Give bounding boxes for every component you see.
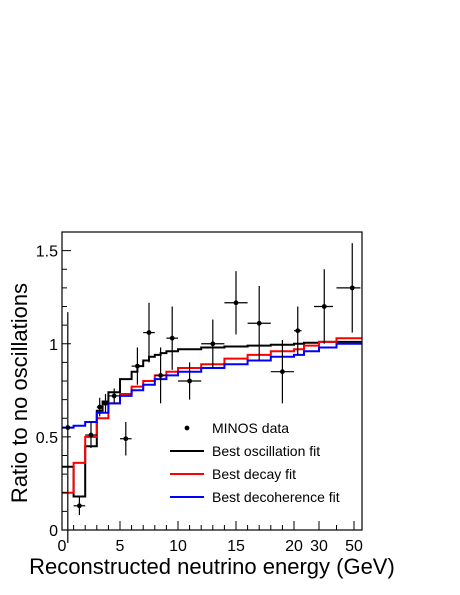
data-marker xyxy=(349,285,355,291)
data-marker xyxy=(77,503,82,509)
legend-item: Best oscillation fit xyxy=(170,443,320,459)
data-point xyxy=(102,394,109,413)
data-point xyxy=(166,306,178,370)
legend: MINOS data Best oscillation fit Best decay… xyxy=(170,420,340,505)
data-marker xyxy=(123,436,129,442)
data-marker xyxy=(233,300,239,306)
data-marker xyxy=(111,393,117,399)
plot-frame xyxy=(61,231,363,531)
data-point xyxy=(294,306,302,355)
data-marker xyxy=(146,330,152,335)
data-point xyxy=(270,340,294,404)
data-marker xyxy=(135,363,140,369)
x-tick-label: 20 xyxy=(285,538,303,555)
series-line-3 xyxy=(62,342,362,429)
data-marker xyxy=(65,425,71,430)
legend-label: Best decay fit xyxy=(212,466,296,482)
y-tick-label: 1 xyxy=(49,337,58,354)
data-point xyxy=(178,362,202,400)
data-point xyxy=(120,421,132,456)
y-tick-label: 0.5 xyxy=(36,430,58,447)
y-axis-label: Ratio to no oscillations xyxy=(7,283,32,503)
legend-item: MINOS data xyxy=(184,420,289,436)
x-axis-ticks: 0 5 10 15 20 30 50 xyxy=(58,521,363,555)
legend-label: MINOS data xyxy=(212,420,289,436)
x-tick-label: 50 xyxy=(345,538,363,555)
data-marker xyxy=(280,369,285,375)
x-tick-label: 10 xyxy=(169,538,187,555)
plot-area xyxy=(62,243,362,544)
data-point xyxy=(154,347,167,404)
data-marker xyxy=(88,432,94,438)
data-marker xyxy=(187,378,193,384)
y-tick-label: 0 xyxy=(49,523,58,540)
data-marker xyxy=(210,341,216,347)
legend-item: Best decay fit xyxy=(170,466,296,482)
data-point xyxy=(62,312,74,544)
data-point xyxy=(224,271,248,335)
data-marker xyxy=(256,320,262,326)
series-line-2 xyxy=(62,337,362,494)
data-marker xyxy=(103,400,108,406)
axes xyxy=(61,231,363,531)
y-tick-label: 1.5 xyxy=(36,244,58,261)
data-point xyxy=(143,302,155,363)
x-tick-label: 0 xyxy=(58,538,67,555)
data-point xyxy=(336,243,361,333)
data-point xyxy=(96,397,103,417)
data-point xyxy=(314,269,333,344)
data-point xyxy=(85,421,97,449)
legend-label: Best oscillation fit xyxy=(212,443,320,459)
y-axis-ticks: 0 0.5 1 1.5 xyxy=(36,244,71,540)
legend-marker xyxy=(184,425,190,431)
data-marker xyxy=(169,335,175,341)
data-point xyxy=(201,319,225,368)
data-point xyxy=(131,347,144,385)
series-line-1 xyxy=(62,340,362,498)
x-tick-label: 30 xyxy=(310,538,328,555)
data-marker xyxy=(158,373,164,378)
legend-label: Best decoherence fit xyxy=(212,489,340,505)
legend-item: Best decoherence fit xyxy=(170,489,340,505)
x-tick-label: 15 xyxy=(227,538,245,555)
data-point xyxy=(108,388,120,404)
x-tick-label: 5 xyxy=(116,538,125,555)
data-marker xyxy=(97,404,103,410)
data-marker xyxy=(321,304,327,309)
data-point xyxy=(247,286,271,361)
data-point xyxy=(73,496,86,516)
x-axis-label: Reconstructed neutrino energy (GeV) xyxy=(29,554,395,579)
data-marker xyxy=(295,328,301,334)
